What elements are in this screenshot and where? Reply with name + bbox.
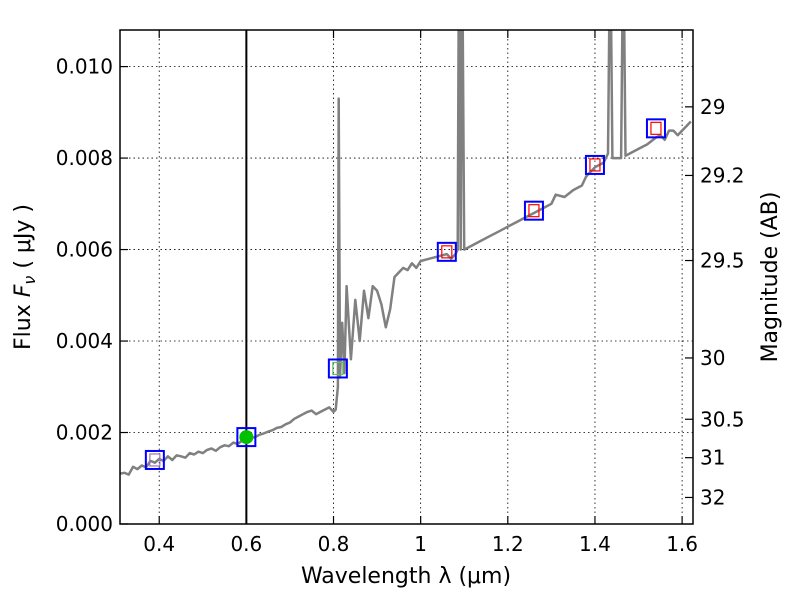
y-axis-label-subscript: ν [20, 276, 39, 285]
photometry-outer-box [523, 200, 544, 221]
photometry-inner-box [332, 361, 344, 376]
y-axis-label: Flux Fν ( μJy ) [11, 204, 39, 350]
mag-tick-label: 30.5 [700, 407, 745, 431]
y-tick-label: 0.000 [56, 512, 113, 536]
spectrum-line [120, 30, 692, 476]
photometry-inner-box [441, 245, 453, 259]
mag-tick-label: 29.5 [700, 249, 745, 273]
x-tick-label: 1.4 [579, 532, 611, 556]
photometry-outer-box [327, 358, 348, 379]
photometry-outer-box [584, 154, 605, 175]
y-tick-label: 0.010 [56, 55, 113, 79]
x-tick-label: 0.4 [143, 532, 175, 556]
y-axis-label-unit: ( μJy ) [11, 204, 36, 276]
y-tick-label: 0.004 [56, 329, 113, 353]
x-tick-label: 0.6 [230, 532, 262, 556]
y-tick-label: 0.008 [56, 146, 113, 170]
ticks-layer: 0.4 0.6 0.8 1 1.2 1.4 1.6 0.000 0.002 0.004 0.006 0… [56, 30, 745, 556]
x-tick-label: 1 [414, 532, 427, 556]
photometry-inner-box [589, 158, 601, 172]
mag-tick-label: 31 [700, 446, 725, 470]
photometry-outer-box [144, 449, 165, 470]
x-tick-label: 1.2 [492, 532, 524, 556]
x-tick-label: 0.8 [318, 532, 350, 556]
y-tick-label: 0.002 [56, 421, 113, 445]
mag-tick-label: 30 [700, 346, 725, 370]
photometry-inner-box [149, 453, 161, 467]
photometry-layer [144, 118, 666, 470]
grid-lines [120, 30, 693, 524]
photometry-outer-box [645, 118, 666, 139]
right-axis-label: Magnitude (AB) [758, 192, 783, 363]
photometry-inner-box [650, 121, 662, 135]
mag-tick-label: 32 [700, 485, 725, 509]
plot-frame [119, 29, 694, 525]
x-tick-label: 1.6 [666, 532, 698, 556]
photometry-inner-box [528, 204, 540, 218]
photometry-outer-box [436, 241, 457, 262]
spectrum-layer [120, 30, 692, 476]
mag-tick-label: 29 [700, 95, 725, 119]
mag-tick-label: 29.2 [700, 163, 745, 187]
x-axis-label: Wavelength λ (μm) [301, 564, 511, 589]
highlight-box [236, 427, 257, 448]
plot-area-background [120, 30, 693, 524]
highlight-point [239, 430, 254, 445]
y-axis-label-symbol: F [11, 284, 36, 297]
y-axis-label-prefix: Flux [11, 297, 36, 350]
y-tick-label: 0.006 [56, 238, 113, 262]
